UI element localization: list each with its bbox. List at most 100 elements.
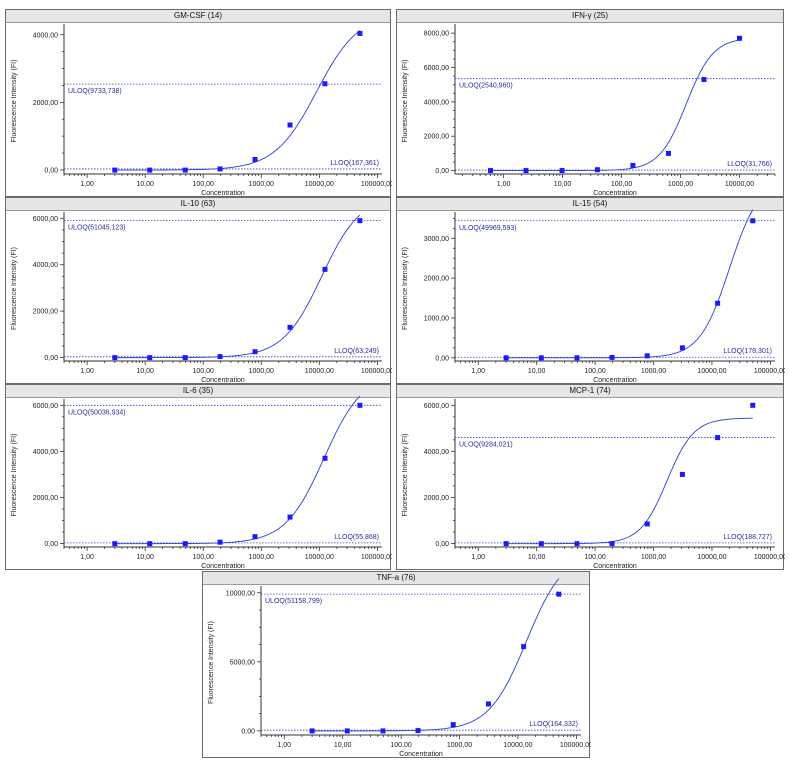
reference-label: LLOQ(55,868) [334,534,379,541]
data-point [609,541,615,547]
y-tick-label: 0,00 [44,167,58,174]
data-point [594,167,600,173]
chart-title: IL-6 (35) [6,385,390,398]
x-tick-label: 10,00 [136,554,154,561]
x-tick-label: 100000,00 [754,554,785,561]
y-tick-label: 2000,00 [33,100,58,107]
data-point [521,644,527,650]
data-point [252,156,258,162]
y-tick-label: 0,00 [44,541,58,548]
chart-plot: 1,00 10,00 100,00 1000,00 10000,00 100000,00 0… [11,24,392,197]
fit-curve [312,578,560,732]
data-point [538,541,544,547]
x-tick-label: 1000,00 [249,368,274,375]
chart-panel-tnf-a: TNF-a (76) 1,00 10,00 100,00 1000,00 10000,0… [202,571,591,758]
y-tick-label: 6000,00 [33,216,58,223]
x-tick-label: 10,00 [136,181,154,188]
x-tick-label: 10000,00 [725,181,754,188]
x-axis-title: Concentration [593,190,637,197]
y-axis-title: Fluorescence Intensity (FI) [11,60,18,143]
x-axis-title: Concentration [201,563,245,570]
data-point [450,722,456,728]
data-point [715,435,721,441]
data-point [112,355,118,361]
data-point [252,349,258,355]
x-tick-label: 1000,00 [641,368,666,375]
y-tick-label: 2000,00 [424,134,449,141]
x-tick-label: 1,00 [471,368,485,375]
y-tick-label: 0,00 [435,168,449,175]
x-tick-label: 100,00 [193,368,215,375]
data-point [344,728,350,734]
chart-plot: 1,00 10,00 100,00 1000,00 10000,00 100000,00 0… [208,578,591,758]
y-tick-label: 0,00 [44,355,58,362]
data-point [665,150,671,156]
y-tick-label: 6000,00 [424,65,449,72]
fit-curve [114,395,361,545]
data-point [750,218,756,224]
fit-curve [490,39,740,172]
data-point [217,166,223,172]
x-tick-label: 1000,00 [447,742,472,749]
reference-label: ULOQ(50036,934) [68,409,126,416]
reference-label: ULOQ(2540,960) [459,83,513,90]
data-point [503,541,509,547]
data-point [252,534,258,540]
data-point [559,168,565,174]
x-tick-label: 10000,00 [503,742,532,749]
y-axis-title: Fluorescence Intensity (FI) [402,247,409,330]
data-point [750,402,756,408]
chart-title: IL-10 (63) [6,198,390,211]
x-tick-label: 10,00 [528,368,546,375]
y-tick-label: 2000,00 [33,309,58,316]
data-point [357,30,363,36]
x-tick-label: 1,00 [471,554,485,561]
y-tick-label: 0,00 [435,355,449,362]
x-tick-label: 1000,00 [641,554,666,561]
y-tick-label: 6000,00 [33,403,58,410]
data-point [630,162,636,168]
chart-plot: 1,00 10,00 100,00 1000,00 10000,00 0,00 2000,0… [402,24,776,197]
x-axis-title: Concentration [593,377,637,384]
reference-label: ULOQ(9284,021) [459,442,513,449]
data-point [309,728,315,734]
data-point [182,541,188,547]
y-axis-title: Fluorescence Intensity (FI) [208,621,215,704]
x-tick-label: 1,00 [80,554,94,561]
data-point [701,77,707,83]
data-point [147,167,153,173]
x-axis-title: Concentration [201,377,245,384]
reference-label: LLOQ(31,766) [727,161,772,168]
data-point [357,218,363,224]
data-point [217,354,223,360]
x-tick-label: 10,00 [528,554,546,561]
x-tick-label: 100,00 [193,181,215,188]
chart-title: GM-CSF (14) [6,10,390,23]
y-tick-label: 4000,00 [33,449,58,456]
y-tick-label: 2000,00 [33,495,58,502]
data-point [287,514,293,520]
data-point [182,355,188,361]
data-point [538,355,544,361]
y-tick-label: 4000,00 [33,32,58,39]
x-tick-label: 10,00 [334,742,352,749]
data-point [147,355,153,361]
chart-panel-gm-csf: GM-CSF (14) 1,00 10,00 100,00 1000,00 10000,… [5,9,392,197]
y-tick-label: 6000,00 [424,403,449,410]
data-point [715,300,721,306]
fit-curve [506,417,753,545]
y-tick-label: 4000,00 [424,99,449,106]
y-tick-label: 2000,00 [424,276,449,283]
y-tick-label: 8000,00 [424,31,449,38]
y-tick-label: 5000,00 [230,659,255,666]
chart-panel-il-10: IL-10 (63) 1,00 10,00 100,00 1000,00 10000,0… [5,197,392,384]
data-point [488,168,494,174]
data-point [485,701,491,707]
fit-curve [114,30,361,171]
data-point [523,168,529,174]
x-tick-label: 10000,00 [305,554,334,561]
x-tick-label: 10,00 [554,181,572,188]
y-axis-title: Fluorescence Intensity (FI) [11,247,18,330]
chart-plot: 1,00 10,00 100,00 1000,00 10000,00 100000,00 0… [402,399,785,570]
data-point [556,591,562,597]
